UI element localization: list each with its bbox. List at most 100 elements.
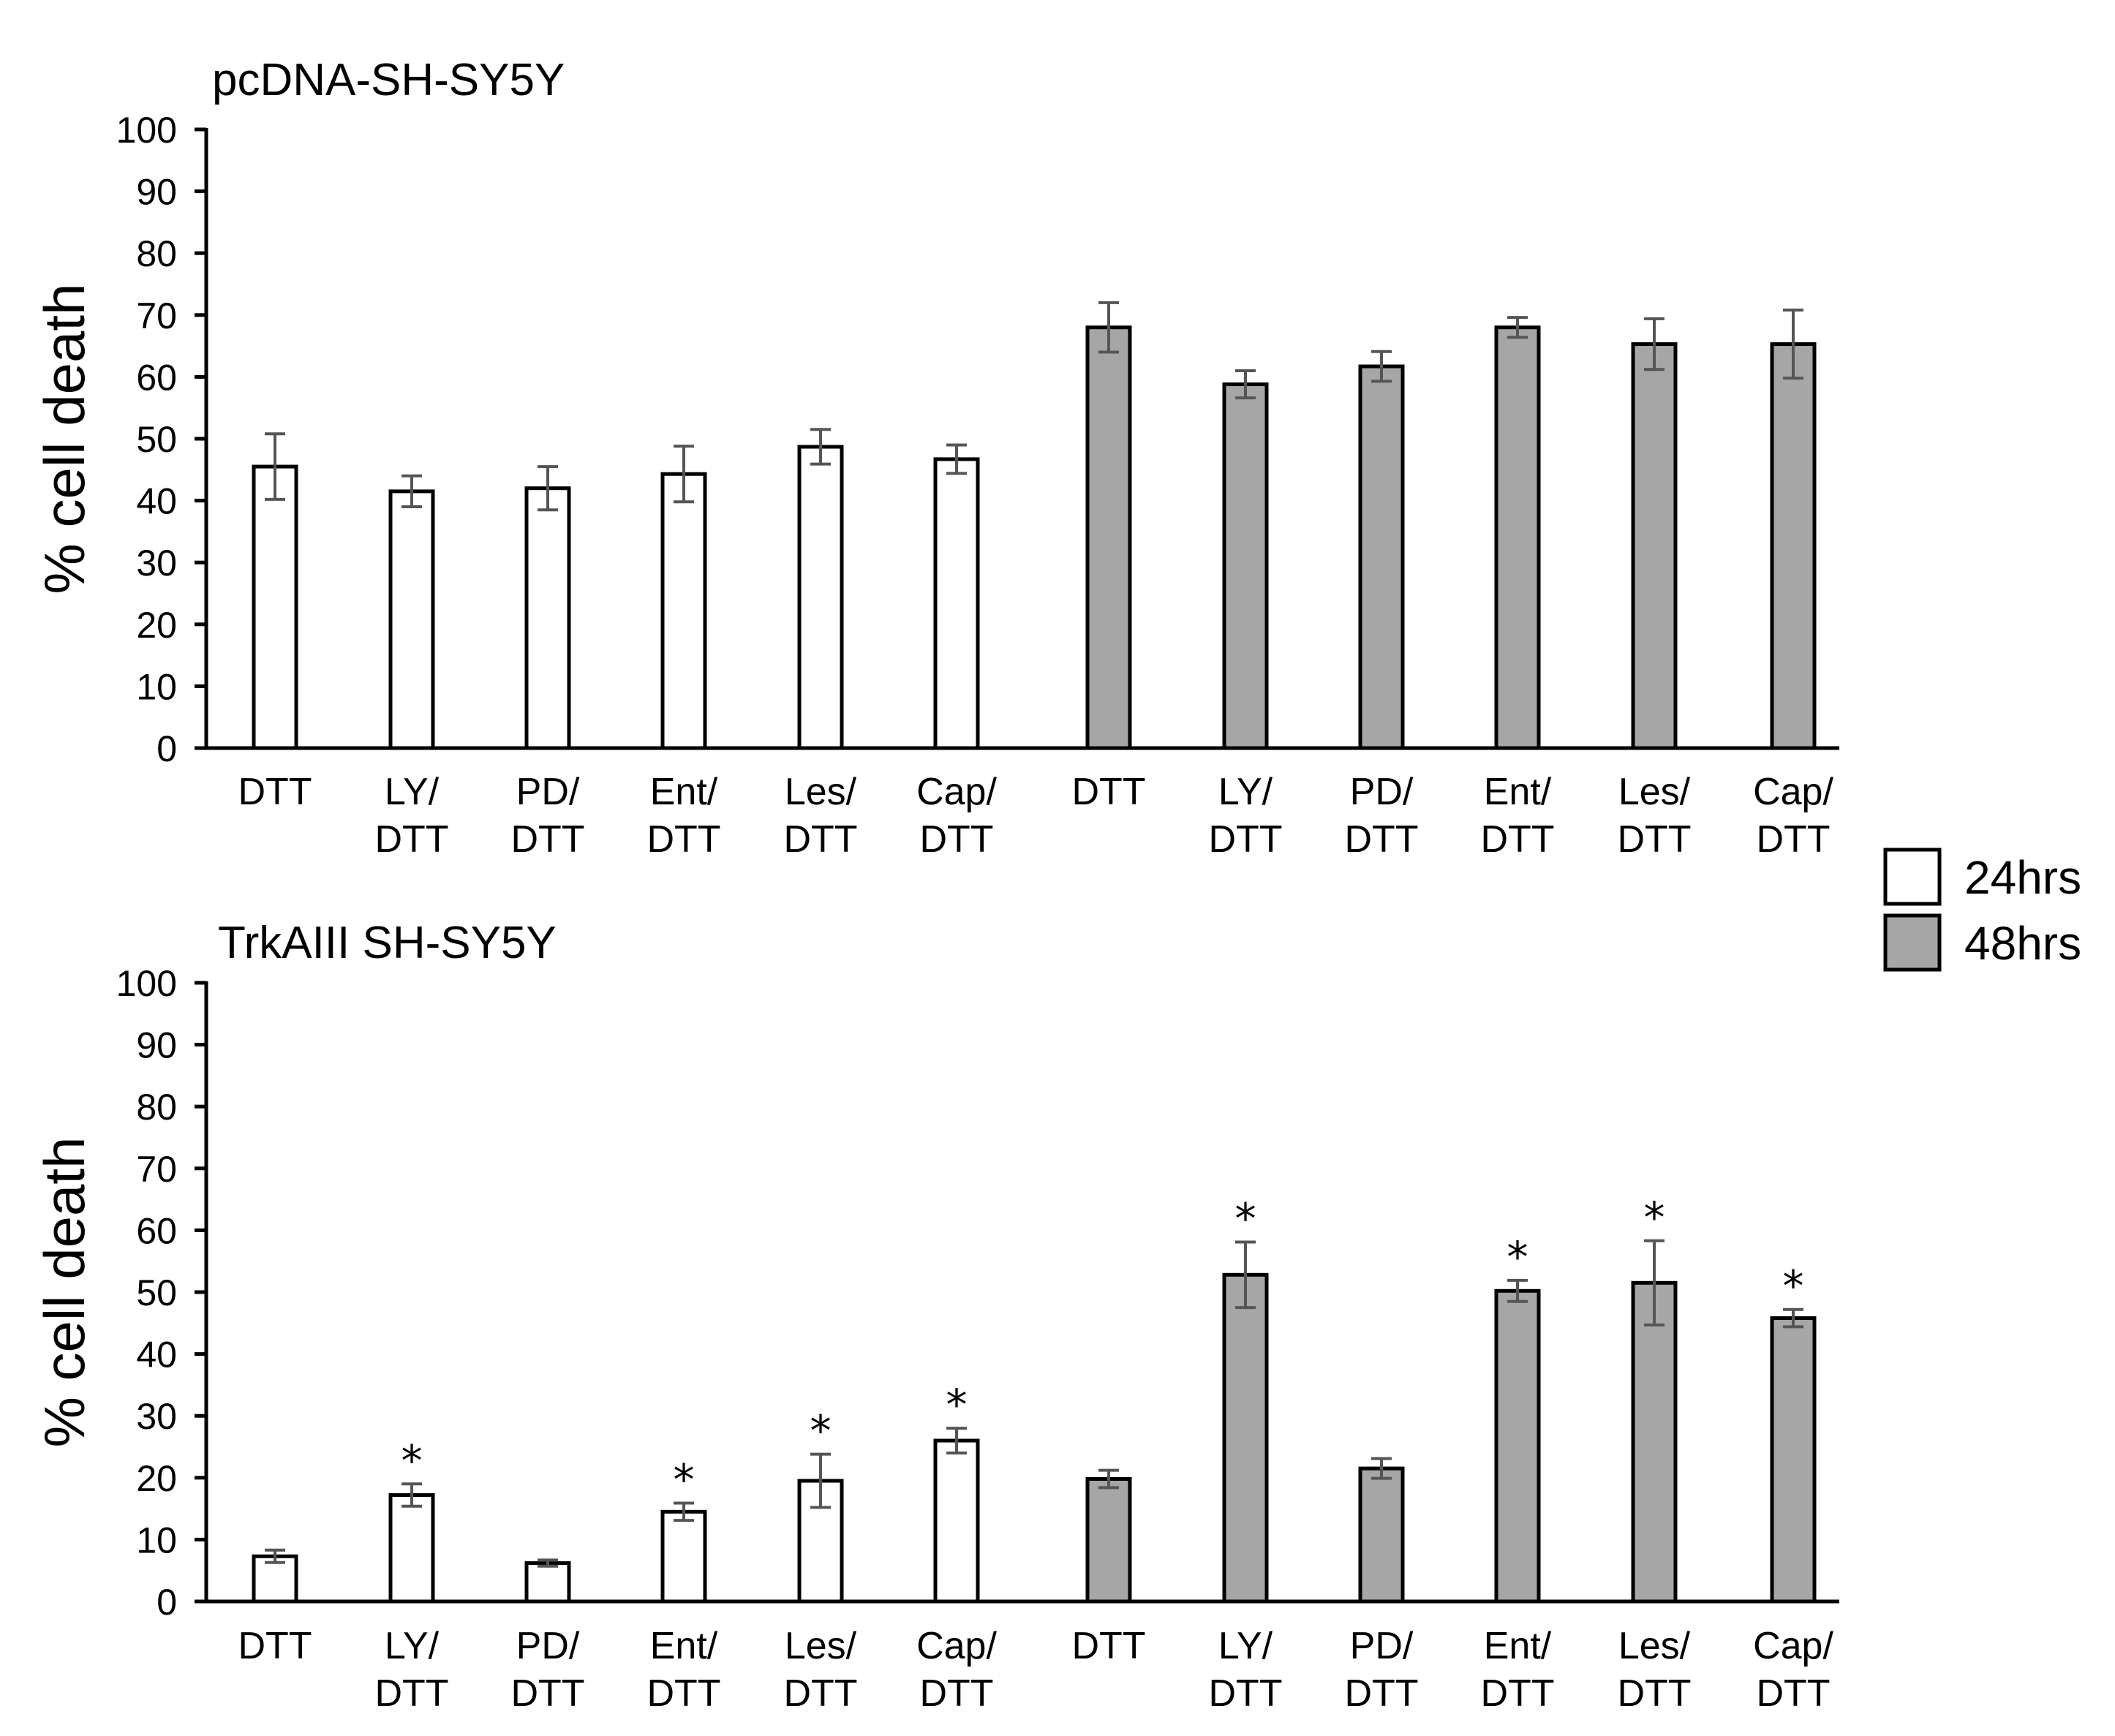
y-tick-label: 80	[136, 1087, 177, 1128]
bar-48hrs	[1358, 1466, 1405, 1604]
x-tick-label: PD/	[1350, 771, 1414, 813]
y-tick-label: 60	[136, 1210, 177, 1251]
bar-48hrs	[1770, 342, 1817, 750]
x-tick-label: DTT	[919, 818, 993, 861]
y-tick-label: 20	[136, 605, 177, 646]
y-tick-label: 70	[136, 1149, 177, 1190]
bar-48hrs	[1631, 342, 1678, 750]
x-tick-label: Cap/	[1753, 1625, 1833, 1667]
x-tick-label: DTT	[1208, 818, 1282, 861]
y-tick-label: 40	[136, 1335, 177, 1375]
x-tick-label: Cap/	[916, 771, 997, 813]
y-tick-label: 40	[136, 481, 177, 522]
bar-48hrs	[1494, 325, 1541, 750]
panel-top-chart: pcDNA-SH-SY5Y % cell death 0 10 20 30 40 50 60 70…	[32, 55, 1839, 861]
x-tick-label: Ent/	[650, 771, 718, 813]
significance-star: *	[810, 1406, 832, 1456]
significance-star: *	[674, 1454, 695, 1504]
y-tick-label: 100	[116, 963, 177, 1004]
x-tick-label: Ent/	[1484, 1625, 1552, 1667]
bar-24hrs	[252, 464, 298, 750]
x-tick-label: DTT	[1344, 1672, 1418, 1715]
significance-star: *	[1507, 1232, 1528, 1282]
x-tick-label: DTT	[374, 1672, 448, 1715]
x-tick-label: Ent/	[650, 1625, 718, 1667]
y-axis-label: % cell death	[32, 284, 97, 595]
y-tick-label: 0	[157, 1582, 177, 1623]
y-tick-label: 10	[136, 666, 177, 707]
y-axis-label: % cell death	[32, 1137, 97, 1448]
x-tick-label: PD/	[516, 1625, 580, 1667]
x-tick-label: DTT	[1480, 818, 1554, 861]
bar-48hrs	[1770, 1316, 1817, 1604]
x-tick-label: Les/	[1618, 1625, 1691, 1667]
x-tick-label: DTT	[1344, 818, 1418, 861]
significance-star: *	[1235, 1193, 1256, 1243]
y-tick-label: 50	[136, 1272, 177, 1313]
y-tick-label: 90	[136, 172, 177, 213]
bar-48hrs	[1222, 1272, 1269, 1604]
x-tick-label: DTT	[238, 1625, 312, 1667]
x-tick-label: DTT	[783, 818, 857, 861]
bar-24hrs	[660, 472, 707, 750]
y-tick-label: 100	[116, 110, 177, 151]
legend-swatch-24hrs	[1883, 848, 1942, 906]
y-tick-label: 80	[136, 233, 177, 274]
bar-24hrs	[797, 445, 844, 750]
x-tick-label: Ent/	[1484, 771, 1552, 813]
bar-24hrs	[388, 489, 435, 750]
bar-24hrs	[933, 457, 980, 750]
x-tick-label: Les/	[785, 1625, 857, 1667]
x-tick-label: DTT	[783, 1672, 857, 1715]
bar-24hrs	[524, 1561, 571, 1604]
significance-star: *	[1644, 1193, 1665, 1242]
y-tick-label: 30	[136, 543, 177, 584]
x-tick-label: DTT	[1071, 771, 1145, 813]
y-tick-label: 60	[136, 357, 177, 398]
significance-star: *	[1783, 1261, 1804, 1311]
bar-48hrs	[1085, 1476, 1132, 1604]
y-tick-label: 0	[157, 728, 177, 769]
x-tick-label: DTT	[238, 771, 312, 813]
x-tick-label: Cap/	[916, 1625, 997, 1667]
x-tick-label: PD/	[1350, 1625, 1414, 1667]
bar-24hrs	[524, 486, 571, 750]
y-tick-label: 50	[136, 419, 177, 460]
x-tick-label: DTT	[510, 1672, 584, 1715]
x-tick-label: DTT	[1071, 1625, 1145, 1667]
bar-24hrs	[660, 1509, 707, 1604]
x-tick-label: DTT	[510, 818, 584, 861]
bar-48hrs	[1494, 1288, 1541, 1604]
x-tick-label: LY/	[1218, 1625, 1273, 1667]
bar-48hrs	[1085, 325, 1132, 750]
y-tick-label: 20	[136, 1458, 177, 1499]
x-tick-label: Cap/	[1753, 771, 1833, 813]
x-tick-label: DTT	[1617, 818, 1691, 861]
bar-24hrs	[933, 1438, 980, 1604]
y-tick-label: 90	[136, 1025, 177, 1066]
bar-48hrs	[1222, 382, 1269, 750]
bar-48hrs	[1631, 1280, 1678, 1604]
significance-star: *	[946, 1380, 968, 1430]
x-tick-label: DTT	[646, 818, 720, 861]
x-tick-label: DTT	[1208, 1672, 1282, 1715]
legend: 24hrs 48hrs	[1883, 848, 2081, 972]
bar-24hrs	[388, 1492, 435, 1604]
x-tick-label: Les/	[1618, 771, 1691, 813]
x-tick-label: DTT	[1756, 818, 1830, 861]
x-tick-label: DTT	[1480, 1672, 1554, 1715]
x-tick-label: DTT	[1756, 1672, 1830, 1715]
y-tick-label: 70	[136, 295, 177, 336]
legend-swatch-48hrs	[1883, 913, 1942, 972]
chart-title: TrkAIII SH-SY5Y	[218, 918, 557, 968]
x-tick-label: DTT	[919, 1672, 993, 1715]
y-tick-label: 30	[136, 1396, 177, 1437]
panel-bottom-chart: TrkAIII SH-SY5Y % cell death 0 10 20 30 40 50 60…	[32, 918, 1839, 1715]
legend-label-48hrs: 48hrs	[1964, 917, 2081, 970]
y-tick-label: 10	[136, 1520, 177, 1560]
x-tick-label: DTT	[646, 1672, 720, 1715]
x-tick-label: PD/	[516, 771, 580, 813]
x-tick-label: LY/	[385, 1625, 440, 1667]
x-tick-label: LY/	[1218, 771, 1273, 813]
